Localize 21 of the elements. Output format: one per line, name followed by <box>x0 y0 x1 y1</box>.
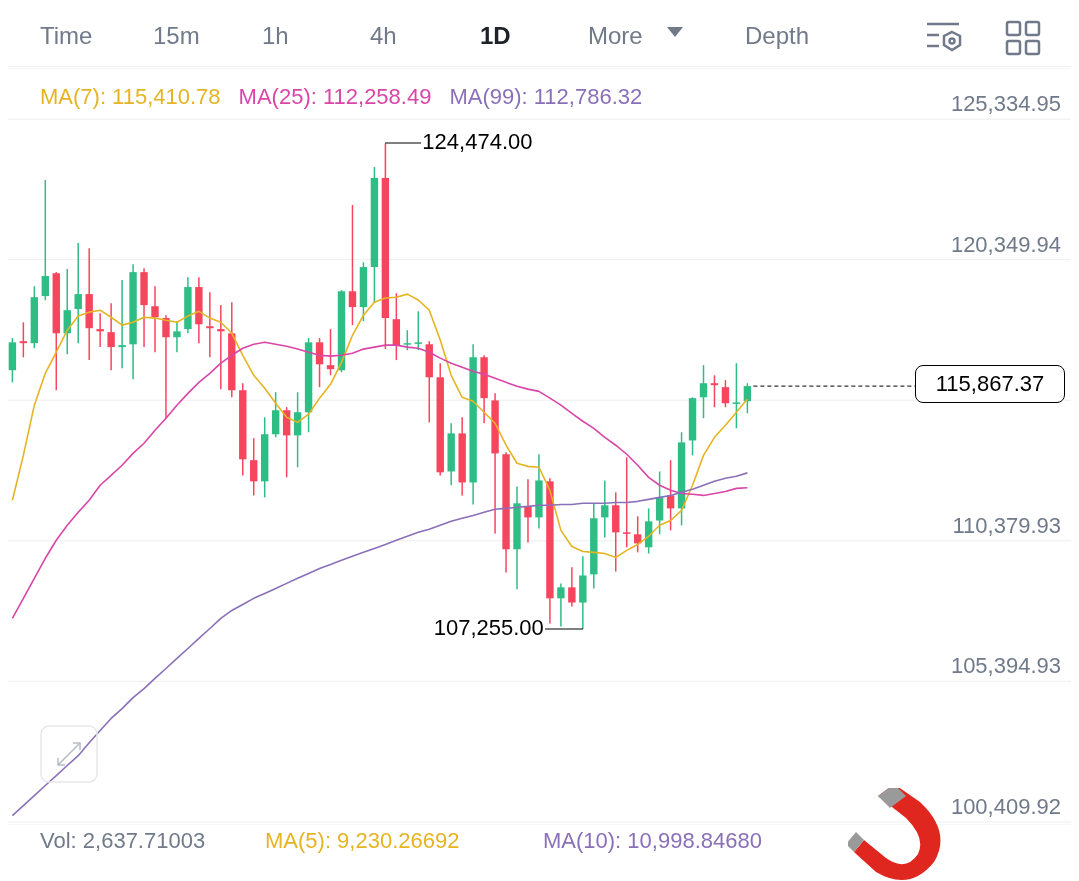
text: 1h <box>262 22 289 50</box>
text: Vol: 2,637.71003 <box>40 828 206 854</box>
text: MA(25): 112,258.49 <box>238 84 432 110</box>
text: Depth <box>745 22 810 50</box>
text: 4h <box>370 22 397 50</box>
y-tick-label: 100,409.92 <box>950 793 1061 819</box>
text: More <box>588 22 643 50</box>
y-tick-label: 120,349.94 <box>950 231 1061 257</box>
text: Time <box>40 22 93 50</box>
y-tick-label: 110,379.93 <box>952 512 1061 538</box>
text: MA(7): 115,410.78 <box>40 84 221 110</box>
annotation: 107,255.00 <box>433 614 544 641</box>
y-tick-label: 105,394.93 <box>950 653 1061 679</box>
y-tick-label: 125,334.95 <box>950 91 1061 117</box>
text: 1D <box>480 22 511 50</box>
text: MA(5): 9,230.26692 <box>265 828 460 854</box>
text: MA(99): 112,786.32 <box>449 84 643 110</box>
text: 15m <box>153 22 200 50</box>
annotation: 124,474.00 <box>422 129 533 156</box>
text: MA(10): 10,998.84680 <box>543 828 762 854</box>
ref-line-label: 115,867.37 <box>915 365 1065 404</box>
